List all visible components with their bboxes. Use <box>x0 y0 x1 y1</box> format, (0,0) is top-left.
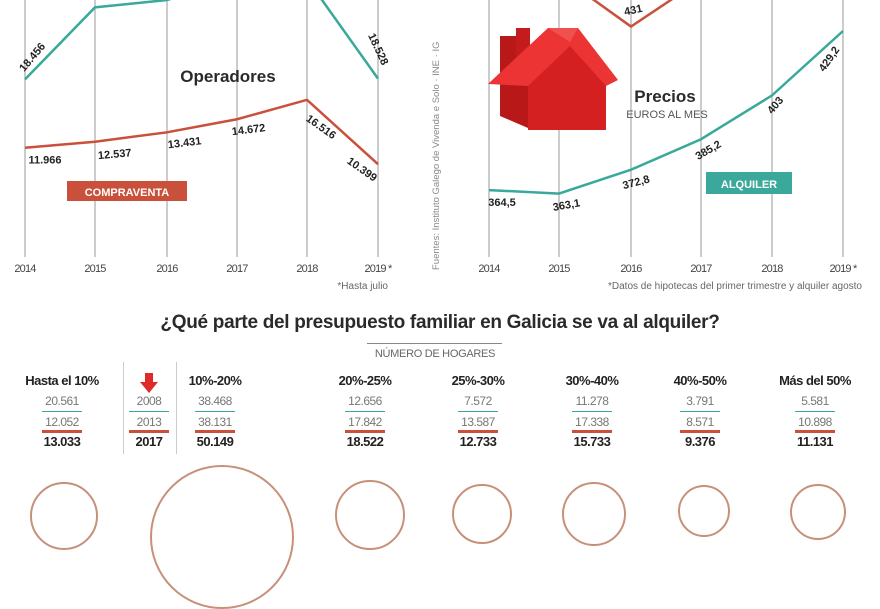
bubble-20-25 <box>335 480 405 550</box>
data-label: 11.966 <box>28 155 61 167</box>
column-10-20: 10%-20% 38.468 38.131 50.149 <box>160 373 270 451</box>
value-2008: 38.468 <box>160 391 270 412</box>
column-header: Hasta el 10% <box>25 373 99 388</box>
value-2008: 11.278 <box>537 391 647 412</box>
data-label: 18.528 <box>365 32 390 68</box>
data-label: 13.431 <box>167 135 202 151</box>
bubble-40-50 <box>678 485 730 537</box>
legend-compraventa: COMPRAVENTA <box>85 187 170 199</box>
x-tick-label: 2018 <box>761 263 783 275</box>
column-header: Más del 50% <box>779 373 851 388</box>
line-charts: 2014 2015 2016 2017 2018 2019 * 18.456 18.528 11… <box>14 0 862 292</box>
series-line-red-series <box>591 0 674 29</box>
chart-subtitle: EUROS AL MES <box>626 109 708 121</box>
value-2008: 7.572 <box>423 391 533 412</box>
legend-alquiler: ALQUILER <box>721 179 777 191</box>
data-label: 385,2 <box>694 139 724 163</box>
series-line-compraventa <box>24 98 379 166</box>
value-2008: 12.656 <box>310 391 420 412</box>
series-line-teal-series <box>24 0 380 81</box>
house-icon <box>488 28 618 130</box>
legend-tag-bg <box>706 172 792 194</box>
data-label: 16.516 <box>303 113 337 142</box>
column-header: 30%-40% <box>565 373 619 388</box>
footnote: *Hasta julio <box>337 281 388 292</box>
column-years: 2008 2013 2017 <box>94 373 204 451</box>
arrow-down-icon <box>94 373 204 393</box>
chart-title: Precios <box>634 87 695 106</box>
year-column-frame <box>123 362 177 454</box>
x-tick-label: 2015 <box>548 263 570 275</box>
x-tick-label: 2018 <box>296 263 318 275</box>
value-2008: 5.581 <box>760 391 870 412</box>
value-2017: 50.149 <box>196 434 234 449</box>
value-2013: 38.131 <box>160 412 270 433</box>
column-40-50: 40%-50% 3.791 8.571 9.376 <box>645 373 755 451</box>
table-title: ¿Qué parte del presupuesto familiar en G… <box>160 312 720 333</box>
x-tick-label: 2017 <box>226 263 248 275</box>
value-2013: 12.052 <box>7 412 117 433</box>
value-2013: 10.898 <box>760 412 870 433</box>
x-tick-label: 2019 * <box>829 263 858 275</box>
bubble-hasta-10 <box>30 482 98 550</box>
data-label: 14.672 <box>231 122 266 138</box>
x-tick-label: 2019 * <box>364 263 393 275</box>
column-30-40: 30%-40% 11.278 17.338 15.733 <box>537 373 647 451</box>
table-subtitle: NÚMERO DE HOGARES <box>374 348 496 360</box>
value-2008: 20.561 <box>7 391 117 412</box>
data-label: 363,1 <box>552 197 581 214</box>
bubble-10-20 <box>150 465 294 609</box>
column-header: 40%-50% <box>673 373 727 388</box>
column-header: 20%-25% <box>338 373 392 388</box>
year-2013: 2013 <box>94 412 204 433</box>
value-2017: 12.733 <box>459 434 497 449</box>
operadores-chart: 2014 2015 2016 2017 2018 2019 * 18.456 18.528 11… <box>14 0 394 292</box>
data-label: 12.537 <box>97 147 132 162</box>
value-2013: 17.338 <box>537 412 647 433</box>
value-2017: 11.131 <box>796 434 834 449</box>
divider <box>367 343 502 344</box>
bubble-25-30 <box>452 484 512 544</box>
source-note: Fuentes: Instituto Galego de Vivenda e S… <box>431 42 442 270</box>
column-header: 25%-30% <box>451 373 505 388</box>
column-20-25: 20%-25% 12.656 17.842 18.522 <box>310 373 420 451</box>
value-2013: 17.842 <box>310 412 420 433</box>
x-tick-label: 2014 <box>14 263 36 275</box>
year-2008: 2008 <box>94 391 204 412</box>
column-header: 10%-20% <box>188 373 242 388</box>
column-mas-50: Más del 50% 5.581 10.898 11.131 <box>760 373 870 451</box>
column-25-30: 25%-30% 7.572 13.587 12.733 <box>423 373 533 451</box>
bubble-30-40 <box>562 482 626 546</box>
value-2013: 8.571 <box>645 412 755 433</box>
legend-tag-bg <box>67 181 187 201</box>
value-2013: 13.587 <box>423 412 533 433</box>
chart-title: Operadores <box>180 67 275 86</box>
value-2017: 15.733 <box>573 434 611 449</box>
x-tick-label: 2016 <box>620 263 642 275</box>
x-tick-label: 2015 <box>84 263 106 275</box>
value-2017: 13.033 <box>43 434 81 449</box>
value-2017: 18.522 <box>346 434 384 449</box>
x-tick-label: 2016 <box>156 263 178 275</box>
data-label: 18.456 <box>17 41 48 74</box>
bubble-mas-50 <box>790 484 846 540</box>
data-label: 429,2 <box>817 45 843 74</box>
x-tick-label: 2017 <box>690 263 712 275</box>
x-tick-label: 2014 <box>478 263 500 275</box>
value-2008: 3.791 <box>645 391 755 412</box>
data-label: 431 <box>623 3 643 19</box>
year-2017: 2017 <box>135 434 163 449</box>
data-label: 372,8 <box>621 173 651 192</box>
series-line-alquiler <box>488 30 844 195</box>
column-hasta-10: Hasta el 10% 20.561 12.052 13.033 <box>7 373 117 451</box>
value-2017: 9.376 <box>684 434 716 449</box>
data-label: 364,5 <box>488 197 516 209</box>
footnote: *Datos de hipotecas del primer trimestre… <box>608 281 862 292</box>
